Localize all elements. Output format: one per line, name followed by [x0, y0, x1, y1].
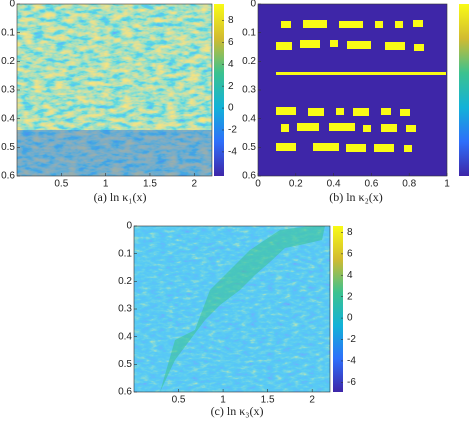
colorbar-tick-label: -2 — [347, 334, 356, 345]
colorbar-b — [459, 4, 469, 176]
colorbar-tick-label: 8 — [347, 227, 353, 238]
x-tick-label: 1 — [103, 179, 109, 190]
colorbar-tick-label: 6 — [347, 248, 353, 259]
colorbar-a — [214, 4, 224, 176]
y-tick-label: 0.4 — [1, 113, 15, 124]
heatmap-a-shade — [17, 130, 212, 176]
heatmap-c-channel — [160, 226, 325, 392]
colorbar-tick-label: -4 — [228, 147, 237, 158]
x-tick-label: 0.4 — [327, 179, 341, 190]
y-tick-label: 0.2 — [242, 56, 256, 67]
colorbar-tick-label: 2 — [347, 291, 353, 302]
x-tick-label: 0.2 — [289, 179, 303, 190]
y-tick-label: 0 — [250, 0, 256, 10]
x-tick-label: 1.5 — [261, 395, 275, 406]
y-tick-label: 0.5 — [1, 142, 15, 153]
colorbar-c — [333, 226, 343, 392]
y-tick-label: 0.5 — [118, 359, 132, 370]
x-tick-label: 0 — [255, 179, 261, 190]
x-tick-label: 0.8 — [402, 179, 416, 190]
y-tick-label: 0.6 — [118, 387, 132, 398]
y-tick-label: 0.3 — [118, 304, 132, 315]
y-tick-label: 0.6 — [1, 171, 15, 182]
y-tick-label: 0.6 — [242, 171, 256, 182]
y-tick-label: 0.3 — [242, 85, 256, 96]
heatmap-a — [17, 4, 212, 176]
colorbar-tick-label: 0 — [347, 313, 353, 324]
y-tick-label: 0.4 — [118, 331, 132, 342]
y-tick-label: 0.5 — [242, 142, 256, 153]
y-tick-label: 0.4 — [242, 113, 256, 124]
x-tick-label: 2 — [191, 179, 197, 190]
y-tick-label: 0.1 — [1, 27, 15, 38]
y-tick-label: 0.2 — [118, 276, 132, 287]
x-tick-label: 0.5 — [172, 395, 186, 406]
x-tick-label: 1 — [444, 179, 450, 190]
colorbar-tick-label: -6 — [347, 377, 356, 388]
y-tick-label: 0 — [126, 221, 132, 232]
y-tick-label: 0.1 — [242, 27, 256, 38]
colorbar-tick-label: 4 — [347, 270, 353, 281]
caption-b: (b) ln κ₂(x) — [329, 190, 383, 204]
x-tick-label: 0.5 — [54, 179, 68, 190]
heatmap-b-inclusions — [276, 20, 446, 152]
colorbar-tick-label: 4 — [228, 59, 234, 70]
y-tick-label: 0 — [9, 0, 15, 10]
x-tick-label: 0.6 — [364, 179, 378, 190]
colorbar-tick-label: 2 — [228, 81, 234, 92]
x-tick-label: 1 — [220, 395, 226, 406]
colorbar-tick-label: -4 — [347, 356, 356, 367]
colorbar-tick-label: 8 — [228, 15, 234, 26]
y-tick-label: 0.3 — [1, 85, 15, 96]
y-tick-label: 0.2 — [1, 56, 15, 67]
colorbar-tick-label: 0 — [228, 103, 234, 114]
caption-a: (a) ln κ₁(x) — [94, 190, 147, 204]
x-tick-label: 2 — [309, 395, 315, 406]
y-tick-label: 0.1 — [118, 248, 132, 259]
caption-c: (c) ln κ₃(x) — [211, 404, 264, 418]
x-tick-label: 1.5 — [143, 179, 157, 190]
heatmap-c — [134, 226, 330, 392]
colorbar-tick-label: 6 — [228, 37, 234, 48]
colorbar-tick-label: -2 — [228, 125, 237, 136]
